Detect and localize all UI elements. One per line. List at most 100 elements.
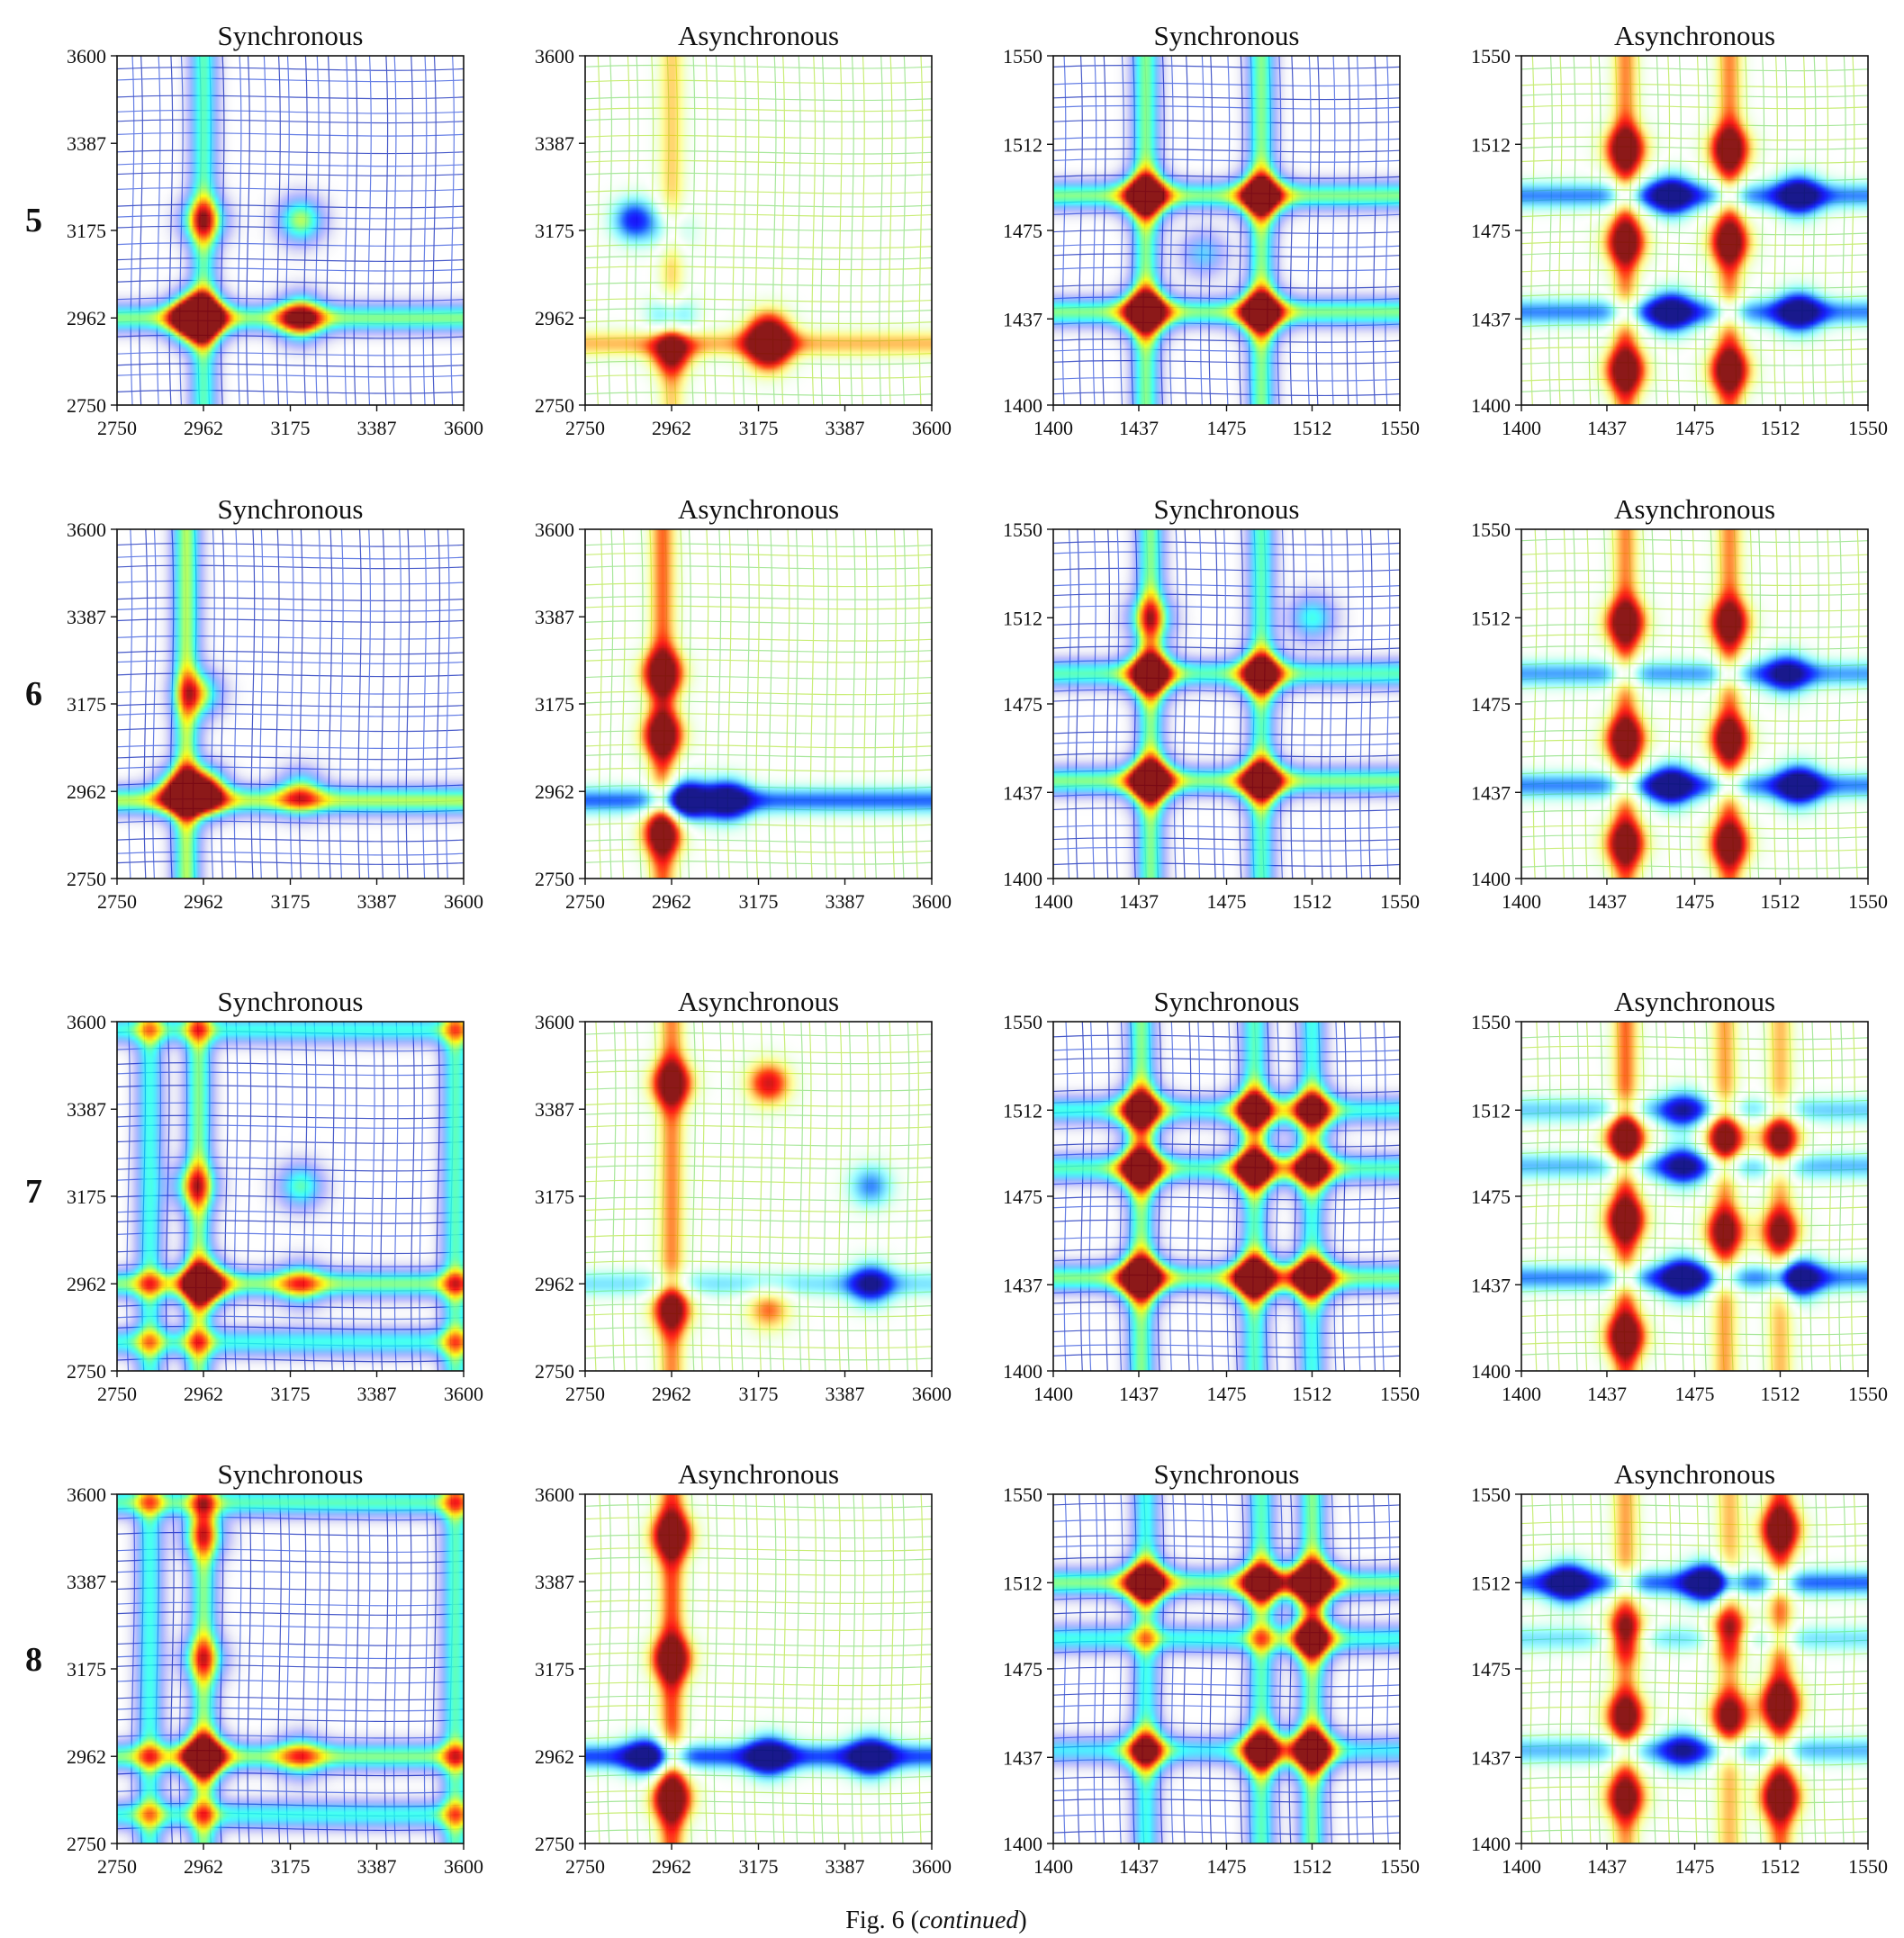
y-tick-label: 2750 [535,868,574,890]
panel-8-2: Asynchronous 2750 2962 3175 3387 3600 2750 2962… [535,1458,952,1878]
panel-title: Synchronous [218,1458,364,1490]
y-tick-label: 1512 [1003,607,1042,629]
y-tick-label: 3387 [535,132,574,155]
intensity-map [1053,56,1400,405]
y-tick-label: 1550 [1003,1483,1042,1506]
intensity-map [1521,529,1868,879]
x-tick-label: 1437 [1119,1383,1159,1405]
y-tick-label: 1512 [1471,1099,1511,1122]
x-tick-label: 1512 [1760,1383,1800,1405]
intensity-map [585,1494,932,1843]
x-tick-label: 1512 [1760,890,1800,913]
x-tick-label: 1475 [1207,417,1247,439]
x-tick-label: 3600 [444,417,483,439]
x-tick-label: 1400 [1502,1383,1541,1405]
x-tick-label: 1512 [1292,417,1331,439]
x-tick-label: 3175 [739,890,779,913]
y-tick-label: 1512 [1471,133,1511,156]
panel-7-3: Synchronous 1400 1437 1475 1512 1550 1400 1437 1… [1003,986,1420,1405]
caption-prefix: Fig. 6 ( [845,1906,919,1934]
x-tick-label: 3175 [271,417,311,439]
panel-grid: Synchronous 2750 2962 3175 3387 3600 2750 2962 3… [67,20,1888,1878]
y-tick-label: 1475 [1471,1185,1511,1208]
x-tick-label: 2962 [652,890,691,913]
x-tick-label: 2750 [565,1383,605,1405]
y-tick-label: 1475 [1003,693,1042,716]
y-tick-label: 2962 [535,1273,574,1295]
x-tick-label: 1550 [1380,417,1420,439]
x-tick-label: 3175 [739,1383,779,1405]
intensity-map [1521,1494,1868,1843]
y-tick-label: 3600 [535,1483,574,1506]
panel-title: Synchronous [1154,20,1300,51]
intensity-map [1521,1022,1868,1371]
panel-8-3: Synchronous 1400 1437 1475 1512 1550 1400 1437 1… [1003,1458,1420,1878]
x-tick-label: 2962 [652,1855,691,1878]
panel-6-3: Synchronous 1400 1437 1475 1512 1550 1400 1437 1… [1003,493,1420,913]
y-tick-label: 3600 [67,1011,106,1033]
y-tick-label: 1512 [1003,1572,1042,1594]
x-tick-label: 3175 [739,417,779,439]
x-tick-label: 3387 [357,1855,397,1878]
intensity-map [117,1022,464,1371]
y-tick-label: 1550 [1003,1011,1042,1033]
panel-title: Synchronous [1154,493,1300,525]
x-tick-label: 1437 [1587,417,1627,439]
y-tick-label: 2750 [67,394,106,417]
x-tick-label: 3387 [826,1383,865,1405]
y-tick-label: 2750 [67,1360,106,1383]
y-tick-label: 1550 [1471,1011,1511,1033]
y-tick-label: 1475 [1003,1185,1042,1208]
caption-suffix: ) [1018,1906,1026,1934]
panel-7-2: Asynchronous 2750 2962 3175 3387 3600 2750 2962… [535,986,952,1405]
y-tick-label: 3175 [67,1185,106,1208]
y-tick-label: 2962 [67,1745,106,1768]
y-tick-label: 1400 [1003,1360,1042,1383]
panel-title: Asynchronous [1614,493,1775,525]
x-tick-label: 1550 [1848,1383,1888,1405]
y-tick-label: 1400 [1003,868,1042,890]
x-tick-label: 2962 [184,417,223,439]
x-tick-label: 3175 [271,890,311,913]
caption-italic: continued [919,1906,1019,1934]
panel-title: Asynchronous [1614,986,1775,1017]
y-tick-label: 3600 [67,45,106,68]
x-tick-label: 1437 [1587,890,1627,913]
panel-title: Asynchronous [1614,20,1775,51]
x-tick-label: 3175 [271,1855,311,1878]
y-tick-label: 2962 [67,307,106,329]
y-tick-label: 2750 [67,868,106,890]
y-tick-label: 3387 [67,132,106,155]
figure-caption: Fig. 6 (continued) [845,1906,1026,1934]
panel-6-2: Asynchronous 2750 2962 3175 3387 3600 2750 2962… [535,493,952,913]
panel-6-4: Asynchronous 1400 1437 1475 1512 1550 1400 1437… [1471,493,1888,913]
x-tick-label: 2962 [184,890,223,913]
x-tick-label: 3600 [444,890,483,913]
y-tick-label: 3600 [535,45,574,68]
x-tick-label: 3387 [826,890,865,913]
y-tick-label: 3600 [67,518,106,541]
row-label-5: 5 [25,202,42,239]
y-tick-label: 1475 [1471,220,1511,242]
x-tick-label: 1437 [1119,890,1159,913]
panel-title: Asynchronous [678,493,839,525]
x-tick-label: 3387 [357,1383,397,1405]
intensity-map [1521,56,1868,405]
y-tick-label: 3600 [535,518,574,541]
y-tick-label: 1512 [1471,607,1511,629]
row-label-8: 8 [25,1641,42,1679]
x-tick-label: 1512 [1760,417,1800,439]
x-tick-label: 1475 [1675,890,1715,913]
x-tick-label: 2750 [565,1855,605,1878]
y-tick-label: 3600 [67,1483,106,1506]
intensity-map [1053,1494,1400,1843]
x-tick-label: 3387 [357,417,397,439]
x-tick-label: 1400 [1033,890,1073,913]
x-tick-label: 2750 [97,1855,137,1878]
x-tick-label: 3387 [826,417,865,439]
x-tick-label: 1550 [1848,890,1888,913]
panel-5-3: Synchronous 1400 1437 1475 1512 1550 1400 1437 1… [1003,20,1420,439]
x-tick-label: 1400 [1033,417,1073,439]
x-tick-label: 1437 [1119,417,1159,439]
x-tick-label: 1550 [1380,1383,1420,1405]
